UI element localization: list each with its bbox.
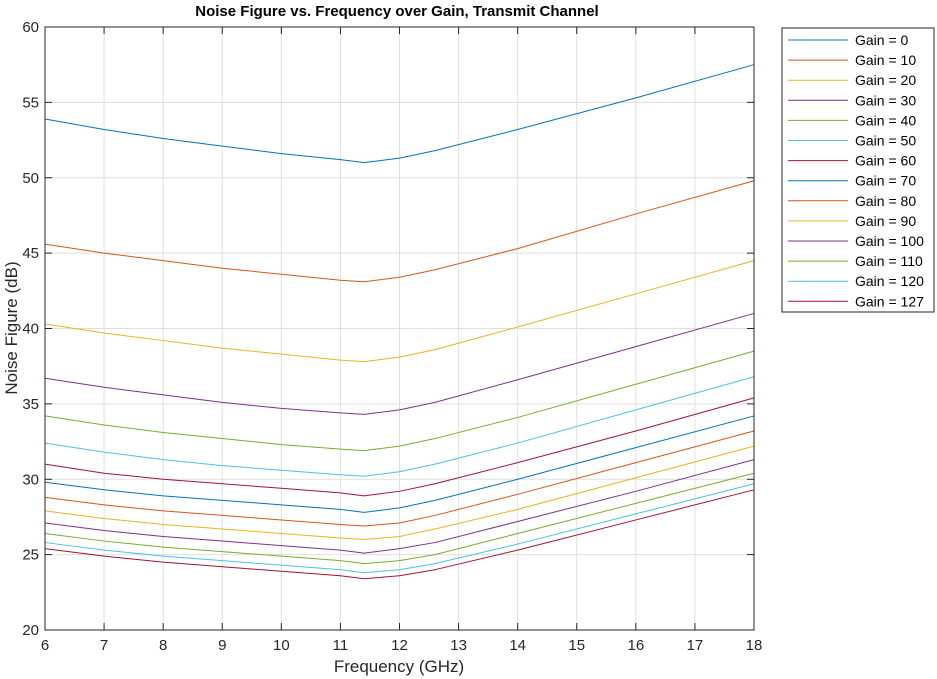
series-line-gain-80: [44, 430, 755, 527]
series-line-gain-70: [44, 415, 755, 513]
x-tick-labels: 6 7 8 9 10 11 12 13 14 15 16 17 18: [41, 637, 763, 654]
tick-marks: [44, 26, 755, 631]
legend-entry-label: Gain = 50: [855, 133, 916, 149]
series-line-gain-60: [44, 397, 755, 497]
y-tick-label: 35: [22, 396, 39, 413]
x-tick-label: 17: [687, 637, 704, 654]
legend-entry-label: Gain = 100: [855, 233, 924, 249]
series-line-gain-30: [44, 312, 755, 415]
x-tick-label: 11: [333, 637, 349, 654]
y-axis-label: Noise Figure (dB): [2, 261, 21, 394]
legend-entry-label: Gain = 0: [855, 32, 909, 48]
legend-entry-label: Gain = 127: [855, 293, 924, 309]
series-line-gain-0: [44, 64, 755, 164]
series-line-gain-100: [44, 459, 755, 554]
grid-lines: [44, 26, 755, 631]
x-tick-label: 12: [391, 637, 408, 654]
legend-entry-label: Gain = 20: [855, 72, 916, 88]
x-tick-label: 7: [100, 637, 108, 654]
y-tick-label: 60: [22, 19, 39, 36]
x-tick-label: 13: [450, 637, 467, 654]
y-tick-label: 30: [22, 471, 39, 488]
y-tick-label: 50: [22, 170, 39, 187]
series-line-gain-110: [44, 472, 755, 565]
y-tick-label: 20: [22, 622, 39, 639]
y-tick-label: 40: [22, 321, 39, 338]
legend-entry-label: Gain = 120: [855, 273, 924, 289]
x-tick-label: 14: [509, 637, 526, 654]
legend-entry-label: Gain = 90: [855, 213, 916, 229]
y-tick-labels: 20 25 30 35 40 45 50 55 60: [22, 19, 39, 639]
legend-entry-label: Gain = 60: [855, 153, 916, 169]
series-line-gain-40: [44, 350, 755, 452]
legend-entry-label: Gain = 110: [855, 253, 923, 269]
series-line-gain-20: [44, 260, 755, 363]
legend-entry-label: Gain = 40: [855, 112, 916, 128]
x-tick-label: 6: [41, 637, 49, 654]
series-line-gain-127: [44, 489, 755, 580]
legend-entry-label: Gain = 10: [855, 52, 916, 68]
series-line-gain-10: [44, 180, 755, 283]
legend: Gain = 0 Gain = 10 Gain = 20 Gain = 30 Gain …: [781, 27, 935, 313]
legend-box: [781, 27, 935, 313]
x-axis-label: Frequency (GHz): [334, 657, 464, 676]
y-tick-label: 45: [22, 245, 39, 262]
x-tick-label: 18: [746, 637, 763, 654]
legend-entry-label: Gain = 30: [855, 92, 916, 108]
x-tick-label: 9: [218, 637, 226, 654]
legend-entry-label: Gain = 70: [855, 173, 916, 189]
legend-entry-label: Gain = 80: [855, 193, 916, 209]
x-tick-label: 10: [273, 637, 290, 654]
x-tick-label: 8: [159, 637, 167, 654]
chart-title: Noise Figure vs. Frequency over Gain, Tr…: [195, 3, 598, 20]
series-lines: [44, 64, 755, 580]
x-tick-label: 16: [627, 637, 644, 654]
series-line-gain-90: [44, 445, 755, 541]
series-line-gain-120: [44, 483, 755, 574]
y-tick-label: 55: [22, 94, 39, 111]
x-tick-label: 15: [568, 637, 585, 654]
y-tick-label: 25: [22, 547, 39, 564]
series-line-gain-50: [44, 376, 755, 477]
